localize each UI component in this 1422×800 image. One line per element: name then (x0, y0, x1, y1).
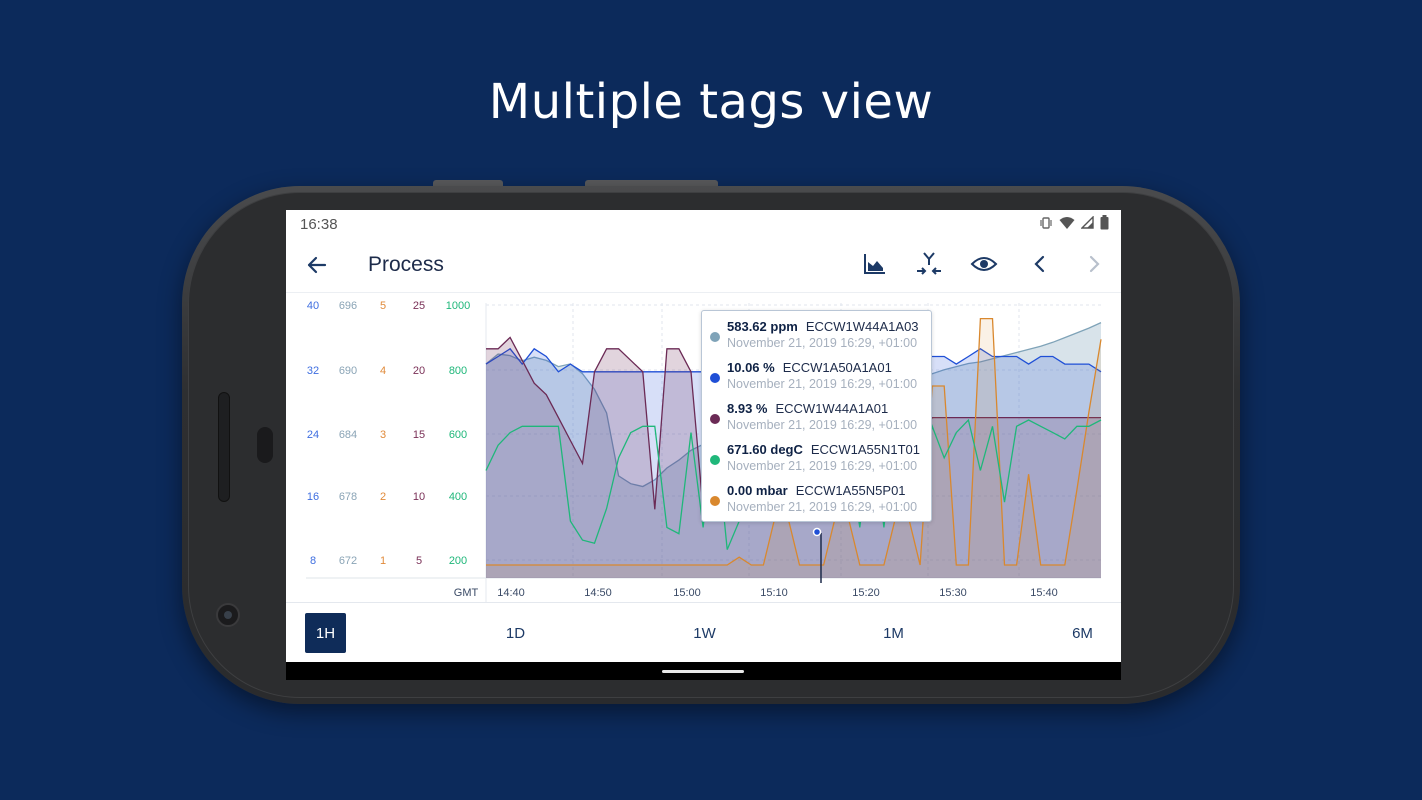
system-nav-bar (286, 662, 1121, 680)
phone-sensor (257, 427, 273, 463)
phone-side-button-left (433, 180, 503, 187)
home-gesture-pill[interactable] (662, 670, 744, 673)
app-bar: Process (286, 238, 1121, 293)
y-axis-tick-label: 690 (339, 365, 357, 377)
tooltip-entry: 8.93 % ECCW1W44A1A01 November 21, 2019 16:… (702, 399, 931, 440)
tooltip-value: 583.62 ppm (727, 319, 798, 334)
time-range-bar: 1H 1D 1W 1M 6M (286, 602, 1121, 663)
range-button-1d[interactable]: 1D (505, 624, 526, 642)
cursor-point (812, 527, 822, 537)
tooltip-entry: 671.60 degC ECCW1A55N1T01 November 21, 201… (702, 440, 931, 481)
y-axis-tick-label: 5 (380, 300, 386, 312)
tooltip-value: 0.00 mbar (727, 483, 788, 498)
range-button-1m[interactable]: 1M (883, 624, 904, 642)
signal-icon (1080, 215, 1094, 234)
chevron-left-icon[interactable] (1026, 250, 1054, 278)
x-axis-tick-label: 14:50 (584, 587, 612, 599)
tooltip-value: 8.93 % (727, 401, 768, 416)
phone-side-button-right (585, 180, 718, 187)
data-tooltip: 583.62 ppm ECCW1W44A1A03 November 21, 2019… (701, 310, 932, 522)
x-axis-tick-label: 15:30 (939, 587, 967, 599)
y-axis-tick-label: 8 (310, 555, 316, 567)
y-axis-tick-label: 200 (449, 555, 467, 567)
tooltip-timestamp: November 21, 2019 16:29, +01:00 (727, 336, 918, 350)
battery-icon (1100, 215, 1109, 235)
series-color-dot (710, 455, 720, 465)
range-button-1w[interactable]: 1W (693, 624, 716, 642)
tooltip-entry: 583.62 ppm ECCW1W44A1A03 November 21, 2019… (702, 317, 931, 358)
tooltip-tag: ECCW1A50A1A01 (782, 360, 892, 375)
series-color-dot (710, 496, 720, 506)
tooltip-timestamp: November 21, 2019 16:29, +01:00 (727, 459, 918, 473)
tooltip-entry: 10.06 % ECCW1A50A1A01 November 21, 2019 16… (702, 358, 931, 399)
y-axis-tick-label: 400 (449, 491, 467, 503)
series-line (486, 317, 1102, 566)
y-axis-tick-label: 696 (339, 300, 357, 312)
y-axis-tick-label: 1 (380, 555, 386, 567)
eye-icon[interactable] (970, 250, 998, 278)
y-axis-tick-label: 32 (307, 365, 319, 377)
x-axis-tick-label: 15:20 (852, 587, 880, 599)
tooltip-value: 10.06 % (727, 360, 775, 375)
x-axis-tick-label: 15:10 (760, 587, 788, 599)
tooltip-tag: ECCW1A55N5P01 (795, 483, 906, 498)
y-axis-tick-label: 3 (380, 429, 386, 441)
series-color-dot (710, 414, 720, 424)
tooltip-timestamp: November 21, 2019 16:29, +01:00 (727, 377, 918, 391)
x-axis-tick-label: 14:40 (497, 587, 525, 599)
vibrate-icon (1039, 216, 1053, 235)
y-axis-tick-label: 684 (339, 429, 357, 441)
y-axis-tick-label: 800 (449, 365, 467, 377)
y-axis-tick-label: 1000 (446, 300, 470, 312)
arrow-left-icon[interactable] (304, 252, 330, 278)
app-screen: 16:38 Process (286, 210, 1121, 680)
status-bar: 16:38 (286, 210, 1121, 238)
series-area (486, 318, 1101, 578)
area-chart-icon[interactable] (861, 250, 889, 278)
y-axis-tick-label: 20 (413, 365, 425, 377)
range-button-6m[interactable]: 6M (1072, 624, 1093, 642)
tooltip-timestamp: November 21, 2019 16:29, +01:00 (727, 418, 918, 432)
y-axis-tick-label: 40 (307, 300, 319, 312)
page-title: Process (368, 253, 444, 276)
y-axis-tick-label: 24 (307, 429, 319, 441)
y-axis-tick-label: 25 (413, 300, 425, 312)
y-axis-tick-label: 16 (307, 491, 319, 503)
x-axis-tick-label: 15:40 (1030, 587, 1058, 599)
x-axis-timezone-label: GMT (454, 587, 479, 599)
tooltip-tag: ECCW1W44A1A03 (805, 319, 919, 334)
y-axis-tick-label: 600 (449, 429, 467, 441)
chevron-right-icon[interactable] (1080, 250, 1108, 278)
y-axis-tick-label: 2 (380, 491, 386, 503)
headline: Multiple tags view (488, 74, 934, 130)
y-axis-compress-icon[interactable] (915, 250, 943, 278)
series-color-dot (710, 373, 720, 383)
y-axis-tick-label: 15 (413, 429, 425, 441)
phone-speaker (218, 392, 230, 502)
x-axis-tick-label: 15:00 (673, 587, 701, 599)
wifi-icon (1059, 216, 1075, 235)
tooltip-timestamp: November 21, 2019 16:29, +01:00 (727, 500, 918, 514)
phone-camera (216, 603, 240, 627)
status-time: 16:38 (300, 216, 338, 233)
tooltip-tag: ECCW1A55N1T01 (810, 442, 920, 457)
y-axis-tick-label: 672 (339, 555, 357, 567)
tooltip-entry: 0.00 mbar ECCW1A55N5P01 November 21, 2019 … (702, 481, 931, 522)
series-color-dot (710, 332, 720, 342)
y-axis-tick-label: 10 (413, 491, 425, 503)
tooltip-value: 671.60 degC (727, 442, 803, 457)
y-axis-tick-label: 678 (339, 491, 357, 503)
y-axis-tick-label: 4 (380, 365, 386, 377)
range-button-1h[interactable]: 1H (305, 613, 346, 653)
y-axis-tick-label: 5 (416, 555, 422, 567)
tooltip-tag: ECCW1W44A1A01 (775, 401, 889, 416)
